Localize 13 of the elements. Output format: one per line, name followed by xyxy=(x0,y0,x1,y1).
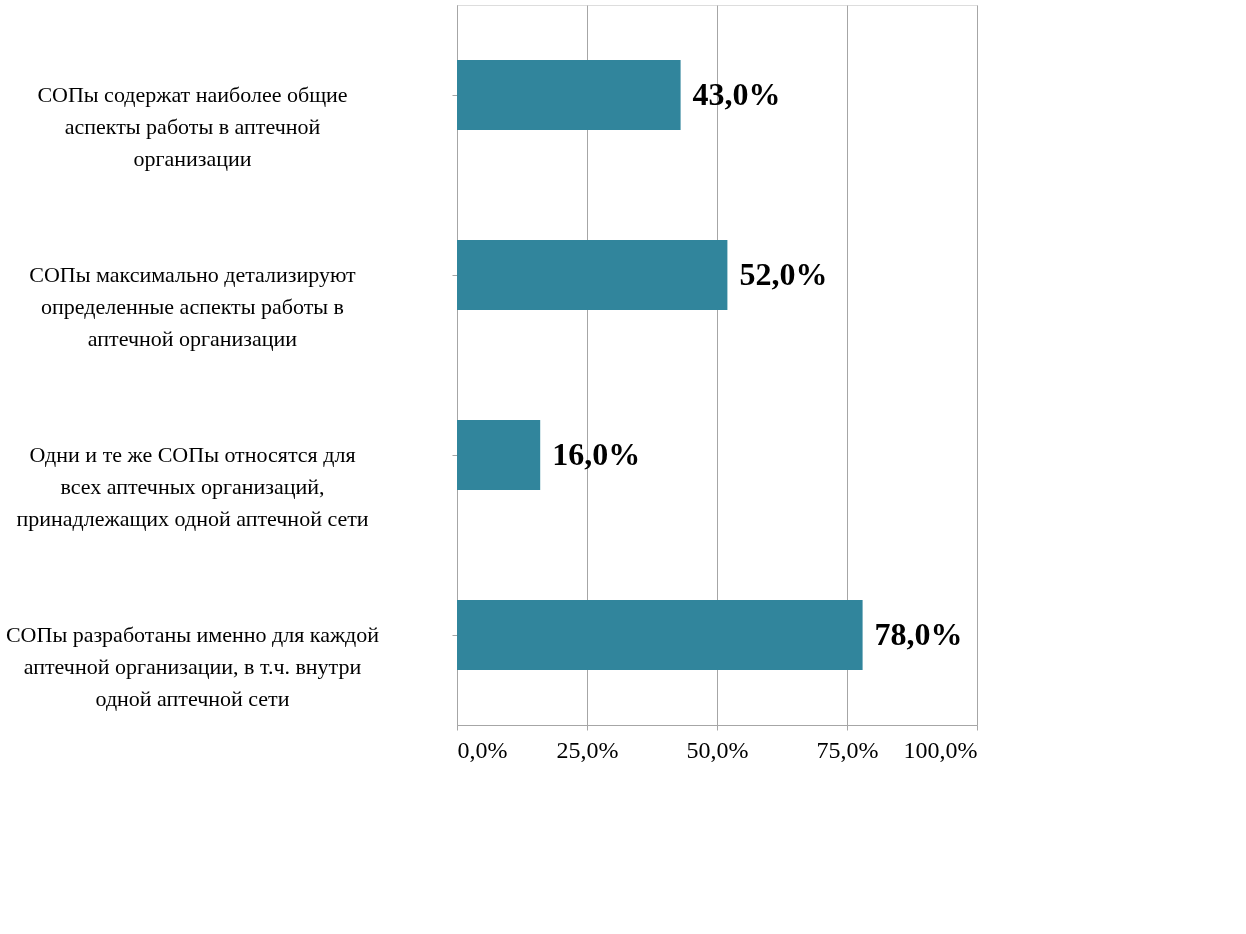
y-tick-label: СОПы разработаны именно для каждой аптечной организации, в т.ч. внутри одной аптечной сети xyxy=(5,622,380,711)
x-tick-label: 50,0% xyxy=(686,736,749,763)
x-tick-label: 75,0% xyxy=(816,736,879,763)
y-tick-label: СОПы содержат наиболее общие аспекты работы в аптечной организации xyxy=(37,82,348,171)
data-label: 43,0% xyxy=(692,76,781,112)
x-tick-label: 100,0% xyxy=(903,736,978,763)
x-tick-label: 25,0% xyxy=(556,736,619,763)
data-label: 78,0% xyxy=(874,616,963,652)
data-label: 52,0% xyxy=(739,256,828,292)
data-label: 16,0% xyxy=(552,436,641,472)
y-tick-label: СОПы максимально детализируют определенные аспекты работы в аптечной организации xyxy=(29,262,357,351)
x-tick-label: 0,0% xyxy=(457,736,508,763)
y-tick-label: Одни и те же СОПы относятся для всех аптечных организаций, принадлежащих одной аптечной сети xyxy=(16,442,369,531)
